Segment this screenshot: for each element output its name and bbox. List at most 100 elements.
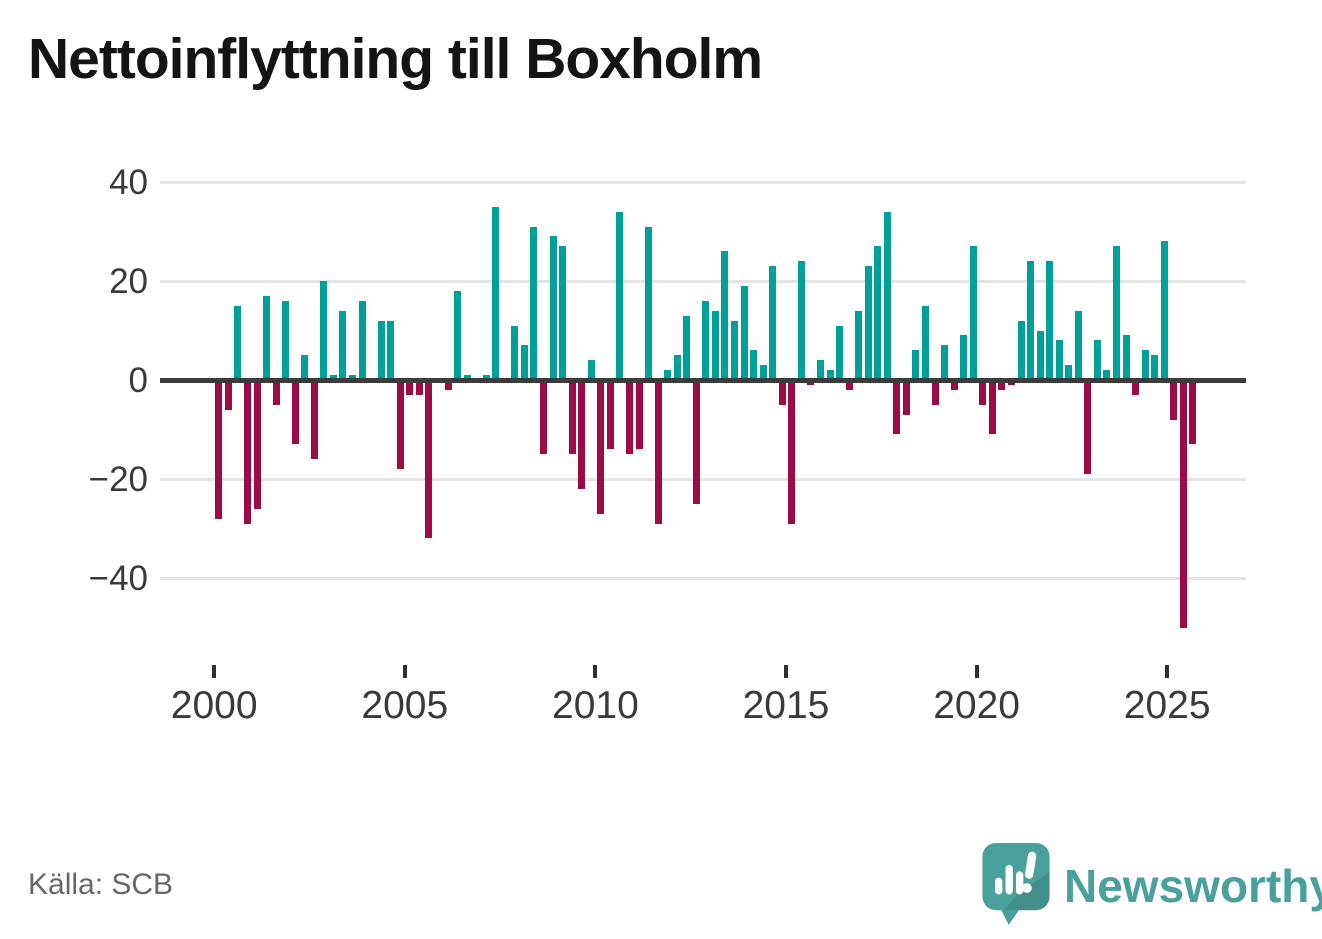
y-axis-label: 0 bbox=[128, 361, 148, 400]
y-axis-label: −40 bbox=[88, 559, 148, 598]
bar-2008Q4 bbox=[549, 236, 557, 380]
bar-2010Q2 bbox=[606, 380, 614, 450]
x-axis-label-2005: 2005 bbox=[361, 684, 449, 727]
source-label: Källa: SCB bbox=[28, 868, 174, 901]
icon-exclamation-mark bbox=[1022, 851, 1037, 893]
bar-2014Q1 bbox=[750, 350, 758, 380]
icon-bar-tall bbox=[1005, 865, 1013, 895]
gridline-y-40 bbox=[160, 180, 1246, 184]
bar-2002Q3 bbox=[310, 380, 318, 460]
bar-2022Q1 bbox=[1055, 340, 1063, 380]
bar-2019Q1 bbox=[941, 345, 949, 380]
x-tick-2005 bbox=[402, 665, 407, 678]
bar-2009Q3 bbox=[578, 380, 586, 489]
bar-2015Q1 bbox=[788, 380, 796, 524]
x-tick-2020 bbox=[974, 665, 979, 678]
bar-2023Q4 bbox=[1122, 335, 1130, 380]
y-axis-label: −20 bbox=[88, 460, 148, 499]
bar-2021Q4 bbox=[1046, 261, 1054, 380]
bar-2019Q4 bbox=[969, 246, 977, 380]
bar-2024Q3 bbox=[1151, 355, 1159, 380]
bar-2002Q4 bbox=[320, 281, 328, 380]
bar-2004Q2 bbox=[377, 320, 385, 380]
bar-2011Q3 bbox=[654, 380, 662, 524]
bar-2024Q4 bbox=[1160, 241, 1168, 380]
bar-2012Q3 bbox=[692, 380, 700, 504]
x-axis-label-2000: 2000 bbox=[170, 684, 258, 727]
bar-2003Q4 bbox=[358, 300, 366, 380]
bar-2005Q3 bbox=[425, 380, 433, 539]
bar-2017Q2 bbox=[874, 246, 882, 380]
bar-chart: 40 20 0 −20 −40 2000 2005 2010 2015 2020 2025 bbox=[88, 163, 1246, 727]
bar-2009Q2 bbox=[568, 380, 576, 455]
bar-2013Q2 bbox=[721, 251, 729, 380]
bar-2011Q1 bbox=[635, 380, 643, 450]
bar-2025Q1 bbox=[1170, 380, 1178, 420]
bar-2006Q1 bbox=[444, 380, 452, 390]
bar-2002Q2 bbox=[301, 355, 309, 380]
bar-2023Q1 bbox=[1093, 340, 1101, 380]
bar-2010Q4 bbox=[625, 380, 633, 455]
bar-2009Q4 bbox=[587, 360, 595, 380]
bar-2007Q4 bbox=[511, 325, 519, 380]
speech-bubble-tail bbox=[998, 903, 1024, 925]
bar-2002Q1 bbox=[291, 380, 299, 445]
gridline-y-20 bbox=[160, 279, 1246, 283]
icon-bar-small bbox=[995, 877, 1003, 895]
bar-2001Q4 bbox=[282, 300, 290, 380]
bar-2015Q4 bbox=[816, 360, 824, 380]
bar-2022Q4 bbox=[1084, 380, 1092, 475]
bar-2008Q3 bbox=[540, 380, 547, 455]
x-axis-label-2020: 2020 bbox=[933, 684, 1020, 727]
bar-2001Q1 bbox=[253, 380, 261, 509]
bar-2003Q2 bbox=[339, 310, 347, 380]
bar-2025Q2 bbox=[1179, 380, 1187, 628]
bar-2022Q3 bbox=[1074, 310, 1082, 380]
bar-2020Q1 bbox=[979, 380, 987, 405]
bar-2007Q2 bbox=[492, 206, 500, 380]
bar-2018Q4 bbox=[931, 380, 939, 405]
gridline-y--20 bbox=[160, 477, 1246, 481]
bar-2017Q1 bbox=[864, 266, 872, 380]
bar-2004Q4 bbox=[396, 380, 404, 470]
bar-2005Q2 bbox=[415, 380, 423, 395]
bar-2016Q2 bbox=[836, 325, 844, 380]
bar-2006Q2 bbox=[454, 290, 462, 380]
x-tick-2010 bbox=[593, 665, 598, 678]
bar-2014Q4 bbox=[778, 380, 786, 405]
bar-2023Q2 bbox=[1103, 370, 1111, 380]
bar-2018Q1 bbox=[902, 380, 910, 415]
x-axis-zero-line bbox=[160, 377, 1246, 383]
bar-2016Q1 bbox=[826, 370, 834, 380]
bar-2017Q3 bbox=[883, 211, 891, 380]
bar-2010Q3 bbox=[616, 211, 624, 380]
gridline-y--40 bbox=[160, 576, 1246, 580]
bar-2014Q2 bbox=[759, 365, 767, 380]
bar-2008Q2 bbox=[530, 226, 538, 380]
y-axis-label: 40 bbox=[109, 163, 148, 202]
x-axis-label-2025: 2025 bbox=[1123, 684, 1211, 727]
newsworthy-wordmark: Newsworthy bbox=[1064, 860, 1322, 912]
bar-2013Q3 bbox=[731, 320, 738, 380]
bar-2015Q2 bbox=[797, 261, 805, 380]
icon-bar-medium bbox=[1016, 871, 1024, 895]
bar-2024Q1 bbox=[1132, 380, 1140, 395]
bar-2008Q1 bbox=[520, 345, 528, 380]
bar-2000Q1 bbox=[215, 380, 223, 519]
bar-2018Q3 bbox=[922, 305, 929, 380]
x-tick-2015 bbox=[784, 665, 788, 678]
newsworthy-logo: Newsworthy bbox=[982, 843, 1322, 927]
bar-2001Q2 bbox=[263, 295, 271, 380]
bar-2019Q2 bbox=[950, 380, 958, 390]
bar-2023Q3 bbox=[1113, 246, 1120, 380]
chart-title: Nettoinflyttning till Boxholm bbox=[28, 27, 763, 91]
bar-2005Q1 bbox=[406, 380, 414, 395]
bar-2013Q4 bbox=[740, 285, 748, 380]
bar-2017Q4 bbox=[893, 380, 901, 435]
bar-2016Q3 bbox=[845, 380, 853, 390]
bar-2001Q3 bbox=[272, 380, 280, 405]
bar-2012Q2 bbox=[683, 315, 691, 380]
bar-2020Q2 bbox=[988, 380, 996, 435]
bar-2021Q2 bbox=[1027, 261, 1035, 380]
